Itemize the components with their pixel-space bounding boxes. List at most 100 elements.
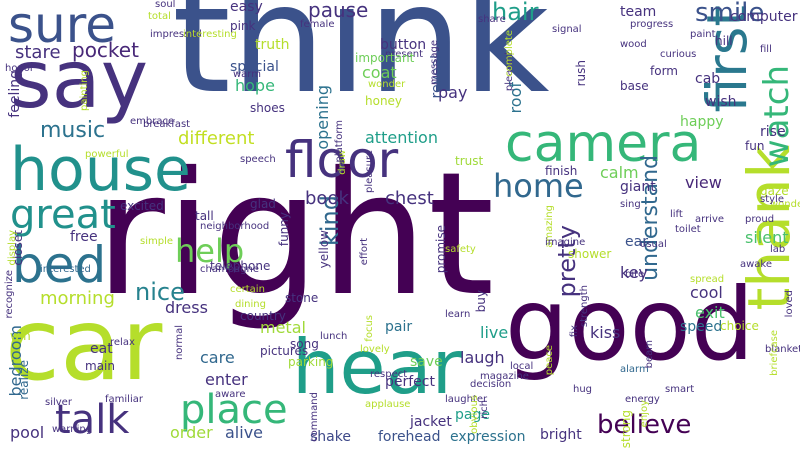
cloud-word: button — [380, 37, 427, 53]
cloud-word: present — [385, 49, 424, 60]
cloud-word: form — [650, 64, 678, 78]
cloud-word: spread — [690, 274, 725, 285]
cloud-word: wood — [620, 39, 647, 50]
cloud-word: shake — [310, 429, 351, 445]
cloud-word: wonderful — [770, 199, 800, 210]
cloud-word: warm — [233, 69, 261, 80]
cloud-word: happy — [680, 114, 724, 130]
cloud-word: order — [170, 423, 213, 442]
cloud-word: silver — [45, 397, 72, 408]
cloud-word: sing — [620, 199, 641, 210]
cloud-word: style — [760, 194, 784, 205]
cloud-word: pretty — [553, 225, 581, 298]
cloud-word: toilet — [675, 224, 701, 235]
cloud-word: view — [685, 173, 722, 192]
cloud-word: relax — [110, 337, 135, 348]
cloud-word: energy — [625, 394, 660, 405]
cloud-word: blanket — [765, 344, 800, 355]
cloud-word: kiss — [590, 323, 621, 342]
cloud-word: beam — [644, 340, 655, 369]
cloud-word: floor — [285, 131, 399, 189]
cloud-word: platform — [334, 120, 345, 163]
cloud-word: free — [70, 229, 98, 245]
cloud-word: share — [478, 14, 506, 25]
cloud-word: fix — [569, 325, 580, 338]
cloud-word: say — [10, 33, 149, 126]
cloud-word: complete — [504, 30, 515, 77]
cloud-word: finish — [545, 164, 578, 178]
cloud-word: realize — [17, 360, 31, 400]
cloud-word: dining — [235, 299, 266, 310]
cloud-word: home — [493, 167, 584, 205]
cloud-word: yellow — [317, 230, 331, 269]
cloud-word: smile — [695, 0, 765, 28]
cloud-word: arrive — [695, 214, 725, 225]
cloud-word: peace — [544, 345, 555, 376]
cloud-word: rush — [574, 60, 588, 87]
cloud-word: simple — [140, 236, 174, 247]
cloud-word: cool — [690, 283, 723, 302]
cloud-word: proud — [745, 214, 775, 225]
cloud-word: bed — [12, 236, 107, 294]
cloud-word: decision — [470, 379, 512, 390]
cloud-word: command — [309, 392, 320, 442]
cloud-word: briefcase — [769, 330, 780, 376]
cloud-word: stone — [285, 291, 319, 305]
cloud-word: hope — [235, 76, 275, 95]
cloud-word: wish — [705, 94, 737, 110]
cloud-word: special — [230, 59, 279, 75]
cloud-word: key — [620, 263, 649, 282]
cloud-word: total — [148, 11, 171, 22]
cloud-word: calm — [600, 163, 639, 182]
cloud-word: choice — [720, 319, 759, 333]
cloud-word: wonder — [368, 79, 406, 90]
cloud-word: opening — [313, 85, 332, 150]
cloud-word: breakfast — [143, 119, 191, 130]
cloud-word: live — [480, 323, 509, 342]
cloud-word: lunch — [320, 331, 348, 342]
cloud-word: car — [5, 286, 163, 403]
cloud-word: learn — [445, 309, 471, 320]
cloud-word: team — [620, 4, 657, 20]
cloud-word: pay — [438, 83, 468, 102]
cloud-word: feeling — [7, 70, 23, 118]
cloud-word: pleasure — [364, 150, 375, 193]
cloud-word: buy — [474, 290, 488, 313]
cloud-word: pictures — [260, 344, 309, 358]
cloud-word: alarm — [620, 364, 649, 375]
cloud-word: music — [40, 118, 106, 143]
cloud-word: perfect — [385, 374, 435, 390]
cloud-word: fun — [745, 139, 765, 153]
cloud-word: effort — [359, 238, 370, 266]
cloud-word: laughter — [445, 394, 488, 405]
cloud-word: display — [7, 230, 18, 266]
cloud-word: chest — [385, 188, 434, 209]
cloud-word: place — [180, 387, 288, 433]
cloud-word: exit — [695, 303, 725, 322]
cloud-word: strength — [579, 285, 590, 328]
cloud-word: jacket — [410, 414, 452, 430]
cloud-word: warning — [52, 424, 93, 435]
cloud-word: hear — [292, 323, 463, 411]
cloud-word: eat — [90, 341, 113, 357]
cloud-word: song — [290, 337, 319, 351]
cloud-word: impressed — [150, 29, 202, 40]
cloud-word: base — [620, 79, 649, 93]
cloud-word: house — [10, 135, 191, 205]
cloud-word: lovely — [360, 344, 390, 355]
cloud-word: shoes — [250, 101, 285, 115]
cloud-word: message — [429, 40, 440, 85]
cloud-word: focus — [364, 315, 375, 342]
cloud-word: powerful — [85, 149, 129, 160]
cloud-word: nice — [135, 278, 185, 306]
cloud-word: embrace — [130, 116, 175, 127]
cloud-word: pair — [385, 319, 413, 335]
cloud-word: progress — [630, 19, 674, 30]
cloud-word: book — [305, 188, 349, 209]
cloud-word: talk — [55, 397, 130, 443]
cloud-word: interested — [40, 264, 91, 275]
cloud-word: soul — [155, 0, 176, 10]
cloud-word: tall — [195, 209, 214, 223]
cloud-word: pool — [10, 423, 45, 442]
cloud-word: familiar — [105, 394, 143, 405]
